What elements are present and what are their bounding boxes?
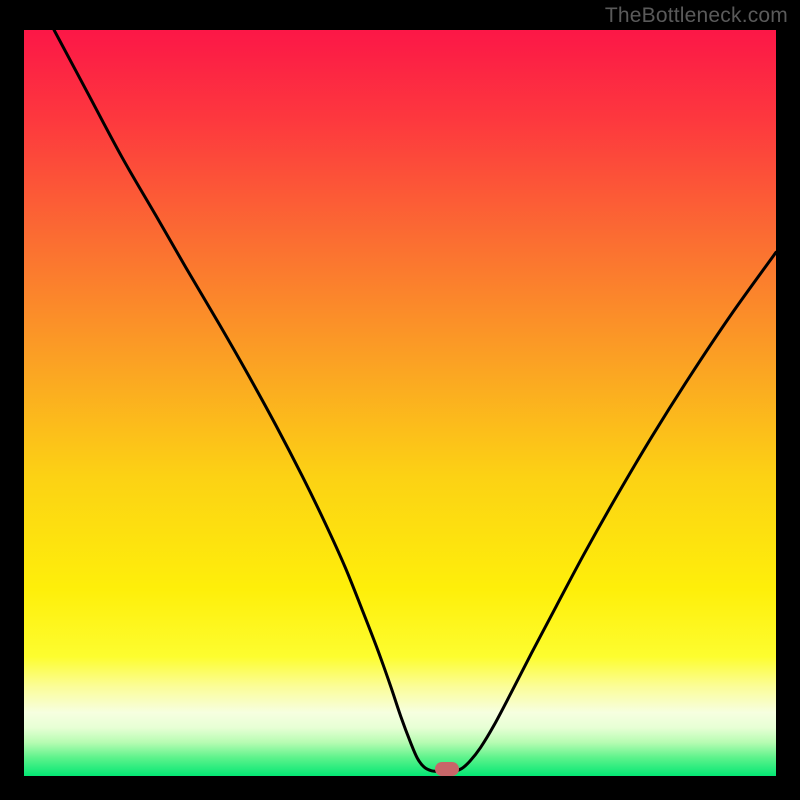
bottleneck-curve (24, 30, 776, 776)
plot-area (24, 30, 776, 776)
minimum-marker (435, 762, 459, 776)
watermark-text: TheBottleneck.com (605, 4, 788, 28)
chart-frame: TheBottleneck.com (0, 0, 800, 800)
curve-path (54, 30, 776, 772)
